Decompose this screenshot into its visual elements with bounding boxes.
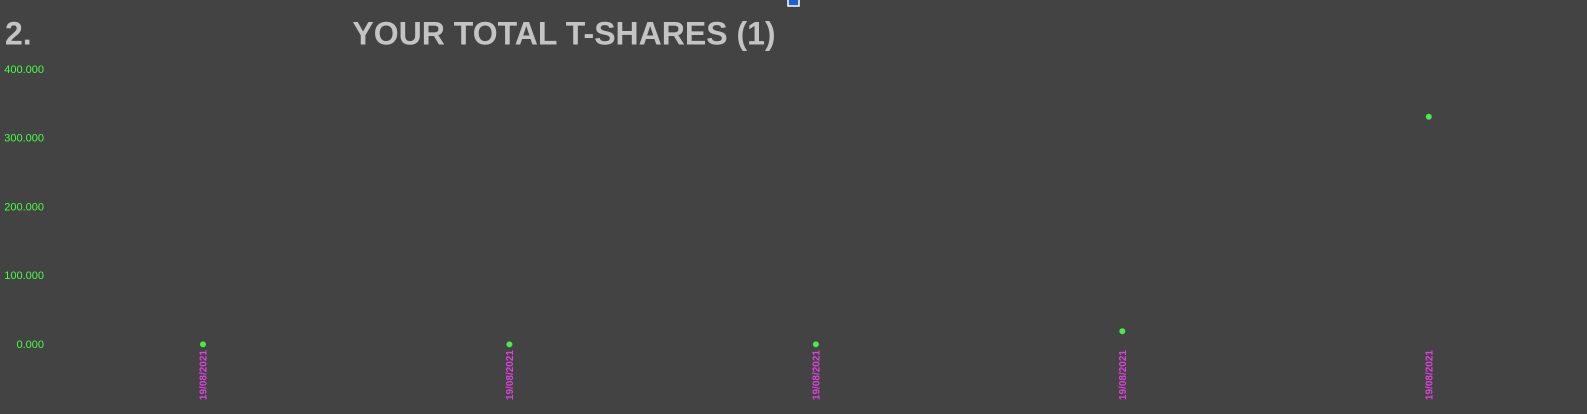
point — [812, 341, 819, 348]
point — [1425, 113, 1432, 120]
x-tick-label: 19/08/2021 — [1424, 350, 1435, 400]
handle — [787, 0, 800, 7]
chart-title: YOUR TOTAL T-SHARES (1) — [352, 15, 775, 51]
y-tick-label: 200.000 — [4, 201, 44, 213]
point — [199, 341, 206, 348]
x-tick-label: 19/08/2021 — [505, 350, 516, 400]
section-number: 2. — [5, 15, 32, 51]
y-tick-label: 300.000 — [4, 133, 44, 145]
point — [1119, 328, 1126, 335]
x-tick-label: 19/08/2021 — [1118, 350, 1129, 400]
y-tick-label: 0.000 — [16, 339, 44, 351]
y-tick-label: 100.000 — [4, 270, 44, 282]
x-tick-label: 19/08/2021 — [812, 350, 823, 400]
point — [506, 341, 513, 348]
x-tick-label: 19/08/2021 — [199, 350, 210, 400]
y-tick-label: 400.000 — [4, 64, 44, 76]
